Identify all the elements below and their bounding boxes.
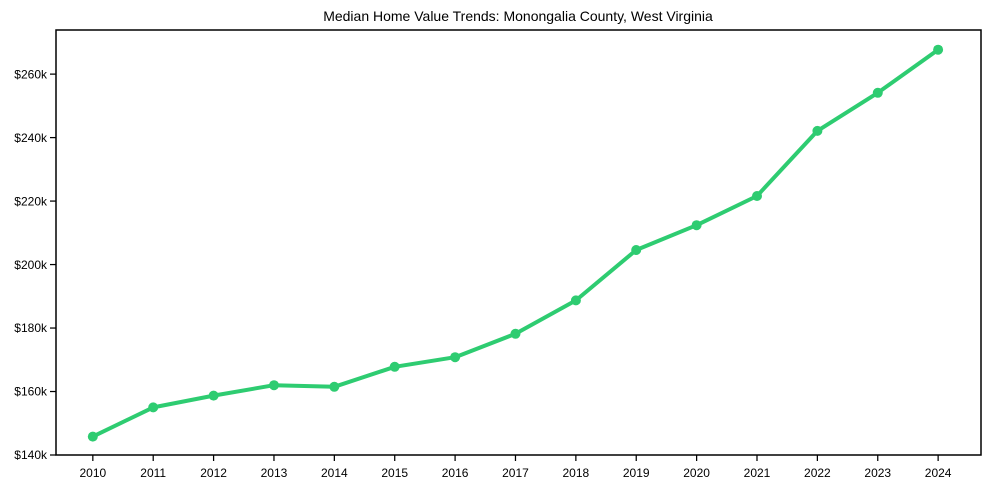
y-tick-label: $200k	[14, 258, 48, 272]
x-tick-label: 2023	[864, 466, 891, 480]
x-tick-label: 2020	[683, 466, 710, 480]
y-tick-label: $160k	[14, 385, 48, 399]
y-tick-label: $260k	[14, 67, 48, 81]
x-tick-label: 2014	[321, 466, 348, 480]
x-tick-label: 2016	[442, 466, 469, 480]
data-point-marker	[752, 191, 762, 201]
data-point-marker	[87, 431, 98, 442]
data-point-marker	[148, 402, 159, 413]
data-point-marker	[510, 328, 521, 339]
data-point-marker	[933, 44, 944, 55]
x-tick-label: 2024	[925, 466, 952, 480]
data-point-marker	[570, 295, 581, 306]
data-point-marker	[631, 245, 642, 255]
x-tick-label: 2015	[381, 466, 408, 480]
x-tick-label: 2022	[804, 466, 831, 480]
y-tick-label: $240k	[14, 131, 48, 145]
x-tick-label: 2019	[623, 466, 650, 480]
chart-title: Median Home Value Trends: Monongalia Cou…	[323, 8, 713, 24]
data-point-marker	[450, 352, 461, 363]
data-point-marker	[872, 87, 883, 98]
x-tick-label: 2021	[744, 466, 771, 480]
y-tick-label: $140k	[14, 448, 48, 462]
x-tick-label: 2018	[563, 466, 590, 480]
data-point-marker	[269, 380, 279, 391]
data-point-marker	[389, 361, 400, 372]
x-tick-label: 2013	[261, 466, 288, 480]
data-point-marker	[691, 220, 702, 231]
x-tick-label: 2012	[200, 466, 227, 480]
x-tick-label: 2010	[79, 466, 106, 480]
y-tick-label: $220k	[14, 194, 48, 208]
x-tick-label: 2017	[502, 466, 529, 480]
x-tick-label: 2011	[140, 466, 166, 480]
plot-border	[55, 29, 982, 456]
data-point-marker	[812, 125, 823, 136]
y-tick-label: $180k	[14, 321, 48, 335]
data-point-marker	[329, 381, 340, 392]
series-line	[90, 47, 941, 439]
data-point-marker	[208, 390, 219, 401]
